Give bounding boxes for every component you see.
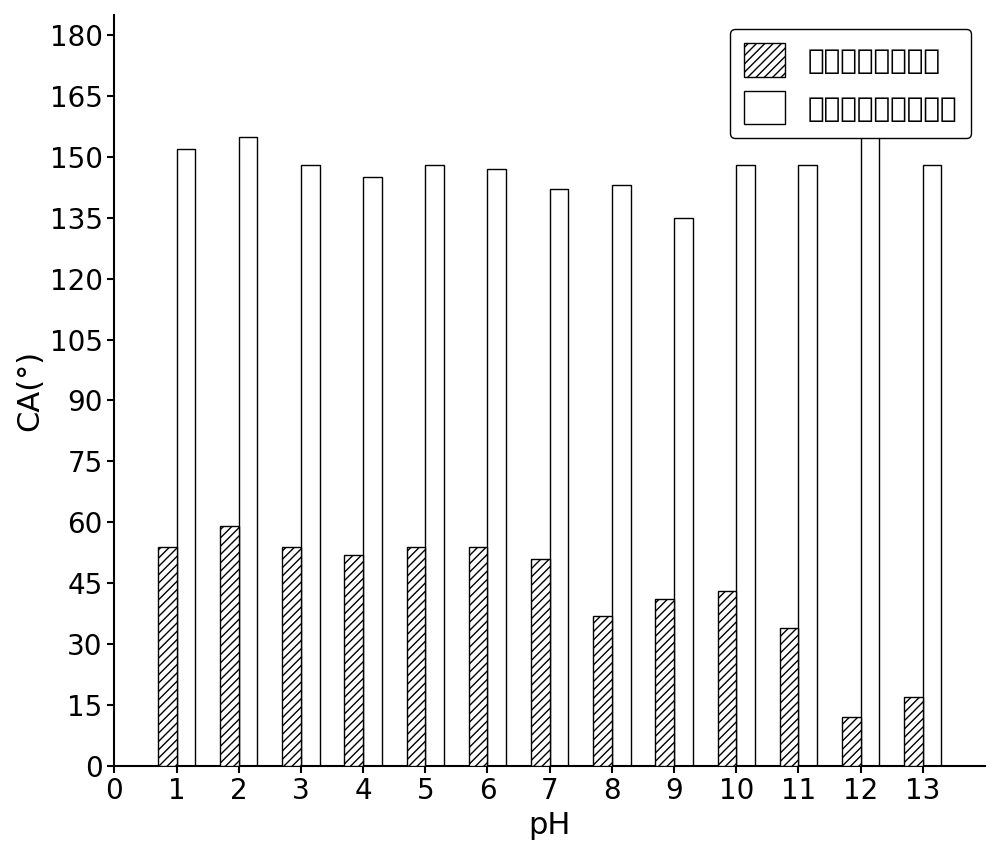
Bar (531, 558, 550, 765)
Bar (798, 165, 817, 765)
X-axis label: pH: pH (528, 811, 571, 840)
Bar (469, 546, 487, 765)
Bar (550, 190, 568, 765)
Bar (923, 165, 941, 765)
Bar (363, 177, 382, 765)
Bar (239, 137, 257, 765)
Bar (344, 555, 363, 765)
Bar (780, 628, 798, 765)
Bar (177, 149, 195, 765)
Legend: 空气中水的接触角, 水下二氯甲烷的接触: 空气中水的接触角, 水下二氯甲烷的接触 (730, 29, 971, 139)
Bar (301, 165, 320, 765)
Bar (736, 165, 755, 765)
Bar (593, 616, 612, 765)
Bar (842, 717, 861, 765)
Bar (282, 546, 301, 765)
Bar (220, 526, 239, 765)
Bar (612, 186, 631, 765)
Bar (861, 116, 879, 765)
Bar (718, 591, 736, 765)
Bar (674, 218, 693, 765)
Bar (655, 599, 674, 765)
Bar (487, 169, 506, 765)
Bar (904, 697, 923, 765)
Bar (158, 546, 177, 765)
Bar (407, 546, 425, 765)
Bar (425, 165, 444, 765)
Y-axis label: CA(°): CA(°) (15, 350, 44, 431)
